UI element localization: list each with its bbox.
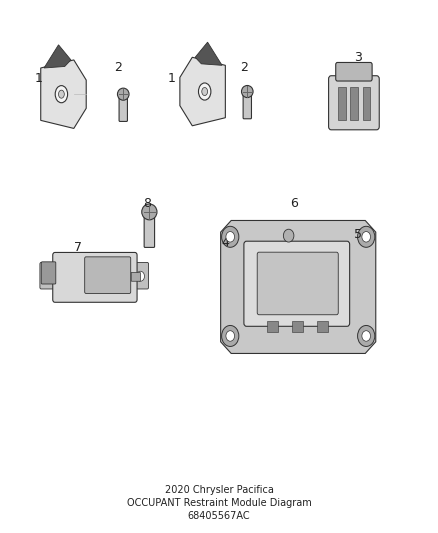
Text: 7: 7 bbox=[74, 241, 81, 254]
Ellipse shape bbox=[202, 87, 208, 95]
Bar bbox=[267, 321, 278, 332]
FancyBboxPatch shape bbox=[328, 76, 379, 130]
Text: 8: 8 bbox=[143, 197, 151, 211]
FancyBboxPatch shape bbox=[41, 262, 56, 284]
Ellipse shape bbox=[226, 231, 234, 242]
FancyBboxPatch shape bbox=[85, 257, 131, 294]
Text: 3: 3 bbox=[354, 51, 362, 63]
Ellipse shape bbox=[362, 330, 371, 341]
FancyBboxPatch shape bbox=[336, 62, 372, 81]
Polygon shape bbox=[221, 221, 376, 353]
Ellipse shape bbox=[59, 90, 64, 98]
FancyBboxPatch shape bbox=[144, 212, 155, 247]
FancyBboxPatch shape bbox=[119, 94, 127, 122]
Ellipse shape bbox=[283, 229, 294, 242]
Ellipse shape bbox=[226, 330, 234, 341]
Text: 2: 2 bbox=[114, 61, 122, 74]
Ellipse shape bbox=[222, 326, 239, 346]
Text: 1: 1 bbox=[167, 72, 175, 85]
Ellipse shape bbox=[117, 88, 129, 100]
Polygon shape bbox=[180, 57, 226, 126]
FancyBboxPatch shape bbox=[40, 262, 56, 289]
Ellipse shape bbox=[136, 271, 145, 281]
Bar bbox=[338, 87, 346, 120]
FancyBboxPatch shape bbox=[243, 92, 251, 119]
Bar bbox=[363, 87, 371, 120]
FancyBboxPatch shape bbox=[53, 253, 137, 302]
FancyBboxPatch shape bbox=[257, 252, 338, 315]
Bar bbox=[350, 87, 358, 120]
Ellipse shape bbox=[44, 271, 52, 281]
Ellipse shape bbox=[362, 231, 371, 242]
Polygon shape bbox=[195, 42, 222, 66]
FancyBboxPatch shape bbox=[244, 241, 350, 326]
Ellipse shape bbox=[142, 204, 157, 220]
Ellipse shape bbox=[357, 326, 375, 346]
Text: 5: 5 bbox=[354, 228, 362, 241]
Bar bbox=[318, 321, 328, 332]
Ellipse shape bbox=[55, 86, 67, 103]
Ellipse shape bbox=[222, 227, 239, 247]
Polygon shape bbox=[44, 45, 71, 68]
Text: 2: 2 bbox=[240, 61, 248, 74]
Ellipse shape bbox=[198, 83, 211, 100]
FancyBboxPatch shape bbox=[132, 262, 148, 289]
Text: 6: 6 bbox=[290, 197, 298, 211]
Ellipse shape bbox=[241, 85, 253, 98]
FancyBboxPatch shape bbox=[131, 272, 140, 281]
Polygon shape bbox=[41, 60, 86, 128]
Bar bbox=[292, 321, 303, 332]
Text: 2020 Chrysler Pacifica
OCCUPANT Restraint Module Diagram
68405567AC: 2020 Chrysler Pacifica OCCUPANT Restrain… bbox=[127, 484, 311, 521]
Text: 1: 1 bbox=[35, 72, 42, 85]
Ellipse shape bbox=[357, 227, 375, 247]
Text: 4: 4 bbox=[222, 236, 230, 249]
